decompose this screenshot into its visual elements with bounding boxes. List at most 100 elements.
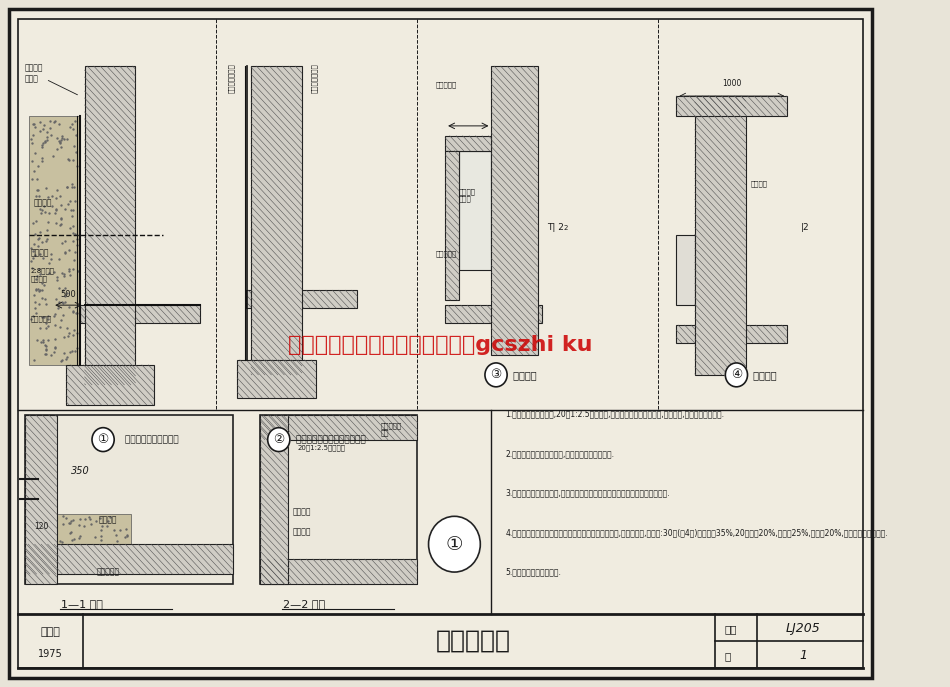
Bar bbox=[25, 544, 233, 574]
Point bbox=[25, 262, 40, 273]
Bar bbox=[260, 415, 288, 584]
Point bbox=[28, 284, 44, 295]
Point bbox=[39, 234, 54, 245]
Point bbox=[46, 150, 61, 161]
Text: ①: ① bbox=[446, 534, 464, 554]
Point bbox=[69, 160, 85, 171]
Text: 2:8灰土或
粗土夯实: 2:8灰土或 粗土夯实 bbox=[31, 268, 55, 282]
Text: 外墙防潮: 外墙防潮 bbox=[99, 515, 117, 524]
Point bbox=[27, 166, 42, 177]
Text: 1.地下室外墙防潮做法,20厚1:2.5水泥砂浆,冷底子油一道熟沥青二道,至散水处,外墙等详具体设计.: 1.地下室外墙防潮做法,20厚1:2.5水泥砂浆,冷底子油一道熟沥青二道,至散水… bbox=[505, 409, 724, 419]
Point bbox=[51, 135, 66, 146]
Point bbox=[35, 137, 50, 148]
Bar bbox=[446, 136, 491, 150]
Point bbox=[55, 297, 70, 308]
Point bbox=[64, 534, 79, 545]
Point bbox=[67, 195, 83, 206]
Point bbox=[38, 298, 53, 309]
Point bbox=[32, 323, 48, 334]
Point bbox=[48, 217, 64, 228]
Point bbox=[65, 181, 80, 192]
Bar bbox=[491, 66, 538, 355]
Point bbox=[48, 193, 64, 204]
Point bbox=[24, 314, 39, 325]
Point bbox=[34, 204, 49, 215]
Point bbox=[71, 519, 86, 530]
Point bbox=[66, 181, 82, 192]
Point bbox=[66, 306, 81, 317]
Point bbox=[64, 179, 79, 190]
Point bbox=[40, 126, 55, 137]
Point bbox=[64, 119, 79, 130]
Point bbox=[84, 518, 99, 529]
Circle shape bbox=[726, 363, 748, 387]
Point bbox=[53, 212, 68, 223]
Point bbox=[31, 233, 47, 244]
Point bbox=[30, 233, 46, 244]
Point bbox=[38, 322, 53, 333]
Point bbox=[93, 534, 108, 545]
Bar bbox=[260, 415, 417, 440]
Point bbox=[66, 221, 81, 232]
Point bbox=[55, 309, 70, 320]
Point bbox=[48, 319, 63, 330]
Point bbox=[29, 174, 45, 185]
Point bbox=[69, 239, 85, 250]
Bar bbox=[29, 116, 80, 365]
Point bbox=[39, 341, 54, 352]
Point bbox=[38, 235, 53, 246]
Bar bbox=[260, 559, 417, 584]
Point bbox=[58, 513, 73, 523]
Point bbox=[63, 346, 78, 357]
Point bbox=[69, 233, 85, 244]
Point bbox=[66, 264, 81, 275]
Point bbox=[39, 132, 54, 143]
Point bbox=[63, 516, 78, 527]
Point bbox=[30, 160, 46, 171]
Bar bbox=[676, 325, 788, 343]
Point bbox=[56, 133, 71, 144]
Bar bbox=[446, 305, 542, 323]
Text: 编号: 编号 bbox=[725, 624, 737, 634]
Point bbox=[101, 515, 116, 526]
Point bbox=[69, 307, 85, 318]
Point bbox=[39, 344, 54, 355]
Point bbox=[51, 118, 66, 129]
Point bbox=[42, 257, 57, 268]
Bar bbox=[80, 305, 200, 323]
Bar bbox=[25, 415, 233, 584]
Point bbox=[32, 268, 48, 279]
Point bbox=[59, 287, 74, 298]
Text: 500: 500 bbox=[60, 290, 76, 299]
Point bbox=[40, 135, 55, 146]
Point bbox=[54, 354, 69, 365]
Point bbox=[67, 246, 83, 257]
Point bbox=[57, 348, 72, 359]
Point bbox=[72, 531, 87, 542]
Point bbox=[60, 199, 75, 210]
Point bbox=[45, 190, 60, 201]
Text: ③: ③ bbox=[490, 368, 502, 381]
Point bbox=[35, 293, 50, 304]
Point bbox=[29, 270, 45, 281]
Point bbox=[29, 184, 45, 195]
Text: 地下室防潮: 地下室防潮 bbox=[435, 629, 510, 653]
Text: 3.管道穿墙时应予留孔洞,在外墙粉刷前应先将管道安装好并用细石混凝土窝牢.: 3.管道穿墙时应予留孔洞,在外墙粉刷前应先将管道安装好并用细石混凝土窝牢. bbox=[505, 488, 670, 497]
Text: ②: ② bbox=[274, 433, 284, 446]
Point bbox=[48, 342, 63, 353]
Point bbox=[34, 156, 49, 167]
Point bbox=[35, 277, 50, 288]
Point bbox=[39, 183, 54, 194]
Point bbox=[28, 215, 44, 226]
Point bbox=[35, 124, 50, 135]
Point bbox=[66, 325, 82, 336]
Point bbox=[37, 201, 52, 212]
Point bbox=[26, 252, 41, 263]
Point bbox=[48, 207, 63, 218]
Text: 更多精品资源关注微信公众号：gcszhi ku: 更多精品资源关注微信公众号：gcszhi ku bbox=[288, 335, 593, 355]
Point bbox=[38, 135, 53, 146]
Point bbox=[59, 181, 74, 192]
Point bbox=[29, 335, 45, 346]
Text: 1000: 1000 bbox=[722, 79, 742, 88]
Point bbox=[24, 256, 39, 267]
